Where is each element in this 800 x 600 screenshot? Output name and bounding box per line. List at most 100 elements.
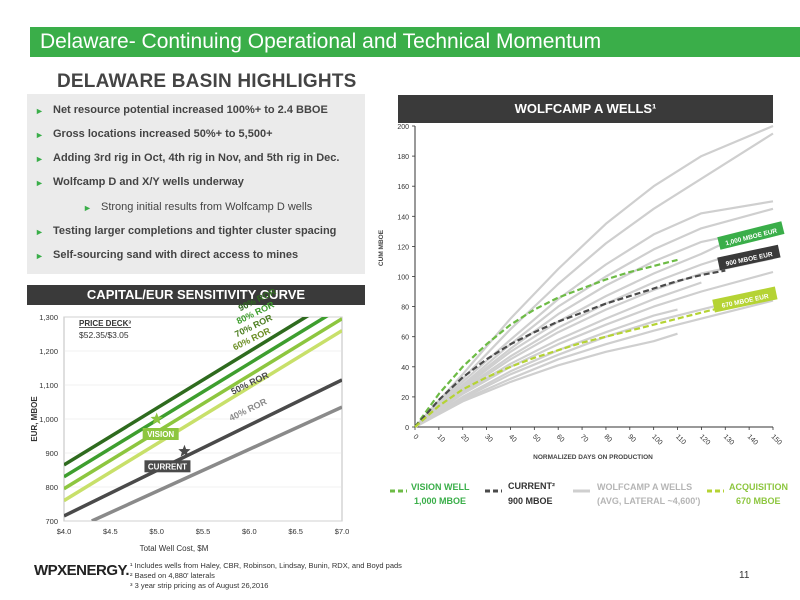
- capital-point-star: [178, 444, 191, 457]
- wolfcamp-x-tick: 10: [435, 433, 446, 444]
- wolfcamp-y-tick: 60: [401, 335, 409, 342]
- bullet-icon: ►: [35, 154, 44, 164]
- bullet-icon: ►: [35, 251, 44, 261]
- capital-x-tick: $4.5: [103, 527, 118, 536]
- price-deck-label: PRICE DECK³: [79, 319, 131, 328]
- capital-y-tick: 1,200: [39, 347, 58, 356]
- capital-x-tick: $6.0: [242, 527, 257, 536]
- legend-vision-title: VISION WELL: [411, 482, 470, 492]
- wolfcamp-series-line: [414, 269, 726, 428]
- capital-point-label-bg: [142, 428, 179, 440]
- wolfcamp-well-line: [414, 225, 774, 428]
- capital-point-label: CURRENT: [148, 462, 187, 471]
- wolfcamp-well-line: [414, 207, 774, 428]
- wolfcamp-y-tick: 0: [405, 425, 409, 432]
- capital-series-line: [64, 378, 342, 518]
- wolfcamp-x-tick: 30: [483, 433, 494, 444]
- capital-series-line: [91, 405, 342, 521]
- capital-x-tick: $6.5: [288, 527, 303, 536]
- page-number: 11: [739, 570, 750, 581]
- wolfcamp-well-line: [414, 332, 678, 428]
- capital-y-tick: 700: [45, 517, 58, 526]
- capital-point-label-bg: [144, 460, 191, 473]
- bullet-icon: ►: [35, 106, 44, 116]
- wolfcamp-y-tick: 20: [401, 395, 409, 402]
- capital-x-tick: $5.0: [149, 527, 164, 536]
- wolfcamp-well-line: [414, 299, 774, 428]
- wolfcamp-well-line: [414, 290, 774, 428]
- legend-wolfcamp-sub: (AVG, LATERAL ~4,600'): [597, 496, 701, 506]
- capital-y-tick: 1,000: [39, 415, 58, 424]
- wolfcamp-x-tick: 80: [603, 433, 614, 444]
- legend-current-sub: 900 MBOE: [508, 496, 553, 506]
- wolfcamp-y-tick: 100: [397, 275, 409, 282]
- page-title: Delaware- Continuing Operational and Tec…: [40, 30, 602, 53]
- wolfcamp-x-tick: 90: [626, 433, 637, 444]
- wolfcamp-well-line: [414, 255, 726, 428]
- wolfcamp-x-tick: 40: [507, 433, 518, 444]
- price-deck-value: $52.35/$3.05: [79, 330, 129, 340]
- capital-y-tick: 900: [45, 449, 58, 458]
- wolfcamp-well-line: [414, 132, 774, 428]
- capital-x-tick: $4.0: [57, 527, 72, 536]
- wolfcamp-y-tick: 180: [397, 154, 409, 161]
- wolfcamp-y-tick: 200: [397, 124, 409, 131]
- wolfcamp-series-line: [414, 305, 726, 428]
- wolfcamp-well-line: [414, 200, 774, 428]
- highlights-box: ► Net resource potential increased 100%+…: [27, 94, 365, 274]
- capital-x-axis-label: Total Well Cost, $M: [140, 544, 209, 553]
- wolfcamp-y-tick: 140: [397, 214, 409, 221]
- wolfcamp-y-tick: 160: [397, 184, 409, 191]
- capital-point-star: [150, 412, 163, 425]
- capital-x-tick: $7.0: [335, 527, 350, 536]
- capital-series-line: [64, 329, 342, 503]
- footnote: ¹ Includes wells from Haley, CBR, Robins…: [130, 561, 402, 570]
- bullet-icon: ►: [35, 130, 44, 140]
- capital-y-tick: 1,100: [39, 381, 58, 390]
- highlight-item: Net resource potential increased 100%+ t…: [53, 104, 328, 116]
- wolfcamp-series-line: [414, 258, 678, 428]
- legend-current-title: CURRENT²: [508, 481, 555, 491]
- wolfcamp-well-line: [414, 270, 774, 428]
- highlight-item: Testing larger completions and tighter c…: [53, 225, 337, 237]
- legend-acq-title: ACQUISITION: [729, 482, 789, 492]
- capital-chart-title: CAPITAL/EUR SENSITIVITY CURVE: [27, 285, 365, 305]
- legend-vision-sub: 1,000 MBOE: [414, 496, 467, 506]
- wolfcamp-well-line: [414, 124, 774, 428]
- capital-series-line: [64, 317, 329, 479]
- bullet-icon: ►: [35, 178, 44, 188]
- capital-x-tick: $5.5: [196, 527, 211, 536]
- footnote: ³ 3 year strip pricing as of August 26,2…: [130, 581, 269, 590]
- wolfcamp-x-tick: 50: [531, 433, 542, 444]
- company-logo: WPXENERGY.: [34, 562, 130, 579]
- highlight-item: Gross locations increased 50%+ to 5,500+: [53, 128, 273, 140]
- bullet-icon: ►: [35, 227, 44, 237]
- bullet-icon: ►: [83, 203, 92, 213]
- capital-y-tick: 800: [45, 483, 58, 492]
- wolfcamp-x-tick: 60: [555, 433, 566, 444]
- wolfcamp-well-line: [414, 230, 750, 428]
- wolfcamp-y-tick: 120: [397, 244, 409, 251]
- highlight-item: Wolfcamp D and X/Y wells underway: [53, 176, 244, 188]
- footnotes: ¹ Includes wells from Haley, CBR, Robins…: [130, 561, 402, 591]
- wolfcamp-well-line: [414, 257, 774, 428]
- capital-y-axis-label: EUR, MBOE: [30, 396, 39, 442]
- wolfcamp-x-axis-label: NORMALIZED DAYS ON PRODUCTION: [533, 454, 653, 461]
- capital-series-line: [64, 317, 342, 491]
- capital-y-tick: 1,300: [39, 313, 58, 322]
- highlight-item: Adding 3rd rig in Oct, 4th rig in Nov, a…: [53, 152, 340, 164]
- capital-series-line: [64, 317, 310, 467]
- wolfcamp-x-tick: 0: [412, 433, 420, 441]
- wolfcamp-x-tick: 70: [579, 433, 590, 444]
- wolfcamp-x-tick: 20: [459, 433, 470, 444]
- footnote: ² Based on 4,880' laterals: [130, 571, 215, 580]
- highlight-subitem: Strong initial results from Wolfcamp D w…: [101, 201, 313, 213]
- wolfcamp-y-tick: 40: [401, 365, 409, 372]
- wolfcamp-y-axis-label: CUM MBOE: [378, 229, 385, 266]
- legend-acq-sub: 670 MBOE: [736, 496, 781, 506]
- legend-wolfcamp-title: WOLFCAMP A WELLS: [597, 482, 693, 492]
- wolfcamp-well-line: [414, 281, 702, 428]
